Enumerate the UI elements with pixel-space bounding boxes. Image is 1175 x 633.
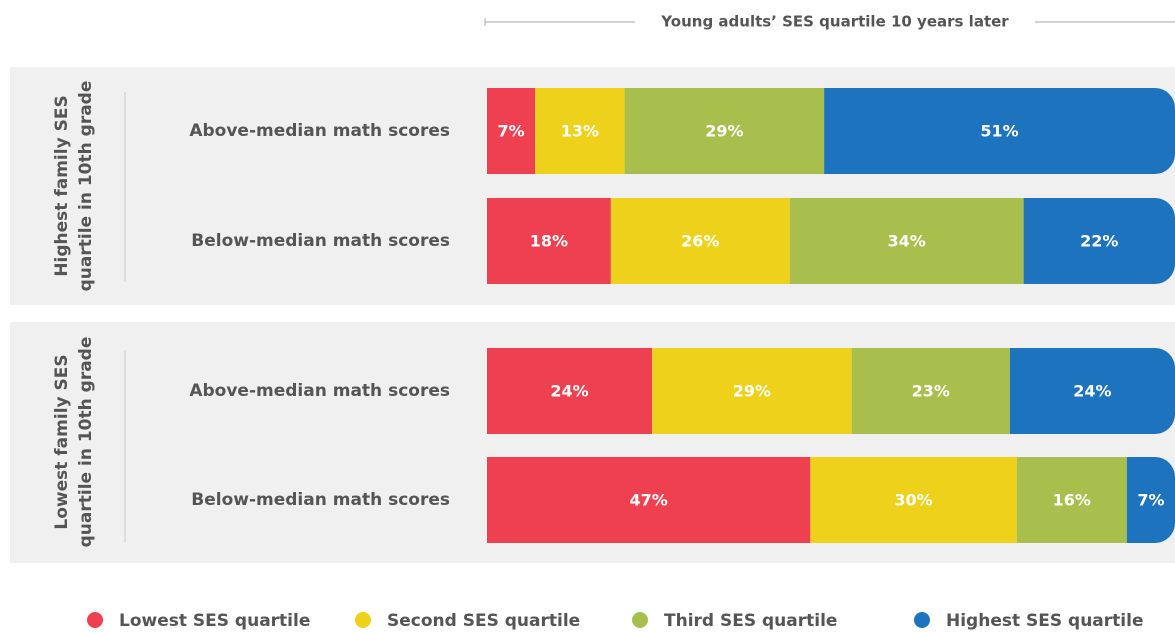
value-label: 51% (980, 122, 1018, 141)
bar-segment (824, 88, 1175, 174)
value-label: 30% (894, 491, 932, 510)
bar-segment (487, 88, 536, 174)
bar-segment (789, 198, 1024, 284)
bar-segment (535, 88, 625, 174)
group-label: Highest family SES (52, 95, 72, 276)
axis-title: Young adults’ SES quartile 10 years late… (660, 13, 1009, 31)
legend-label: Third SES quartile (664, 611, 837, 631)
bar-segment (1016, 457, 1127, 543)
bar-segment (487, 348, 653, 434)
value-label: 24% (550, 382, 588, 401)
group-label: Lowest family SES (52, 354, 72, 529)
bar-segment (487, 457, 811, 543)
group-label: quartile in 10th grade (76, 337, 96, 548)
bar-segment (1126, 457, 1175, 543)
value-label: 13% (561, 122, 599, 141)
value-label: 16% (1053, 491, 1091, 510)
bar-segment (851, 348, 1010, 434)
bar-segment (1023, 198, 1175, 284)
value-label: 18% (530, 232, 568, 251)
category-label: Above-median math scores (189, 121, 450, 141)
value-label: 34% (888, 232, 926, 251)
category-label: Below-median math scores (191, 231, 450, 251)
legend-marker (355, 612, 371, 628)
category-label: Below-median math scores (191, 490, 450, 510)
value-label: 29% (733, 382, 771, 401)
bar-segment (610, 198, 790, 284)
legend-marker (87, 612, 103, 628)
category-label: Above-median math scores (189, 381, 450, 401)
legend-label: Highest SES quartile (946, 611, 1143, 631)
value-label: 22% (1080, 232, 1118, 251)
value-label: 29% (705, 122, 743, 141)
bar-segment (652, 348, 852, 434)
bar-segment (624, 88, 825, 174)
legend-label: Lowest SES quartile (119, 611, 310, 631)
group-label: quartile in 10th grade (76, 81, 96, 292)
legend-marker (914, 612, 930, 628)
value-label: 7% (1137, 491, 1164, 510)
bar-segment (1009, 348, 1175, 434)
value-label: 26% (681, 232, 719, 251)
value-label: 23% (912, 382, 950, 401)
bar-segment (487, 198, 611, 284)
legend-label: Second SES quartile (387, 611, 580, 631)
value-label: 47% (630, 491, 668, 510)
value-label: 7% (497, 122, 524, 141)
value-label: 24% (1073, 382, 1111, 401)
legend-marker (632, 612, 648, 628)
bar-segment (810, 457, 1017, 543)
